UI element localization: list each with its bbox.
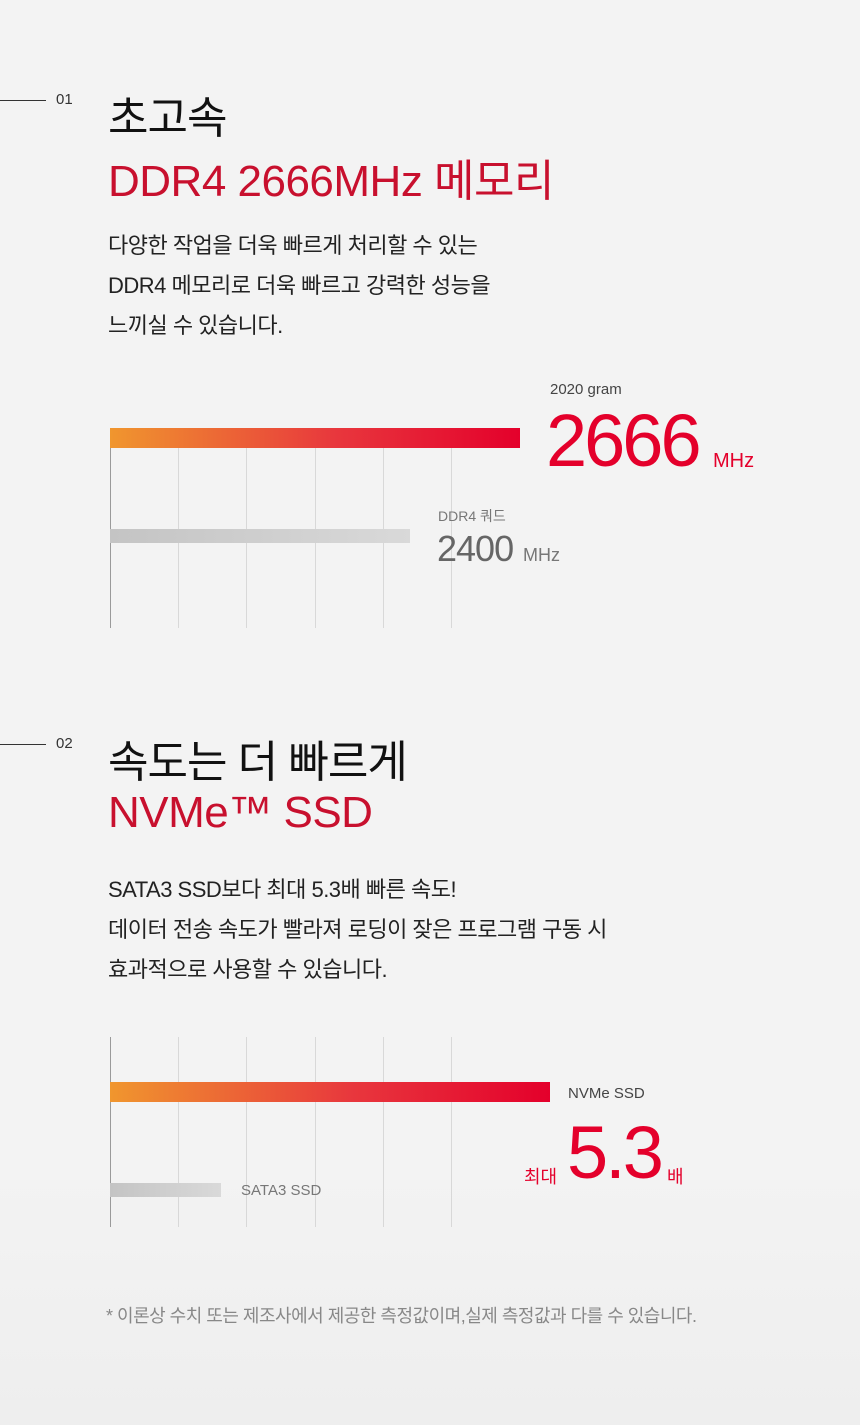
section-number: 02	[56, 735, 73, 752]
secondary-label: SATA3 SSD	[241, 1182, 322, 1199]
section-subtitle: DDR4 2666MHz 메모리	[108, 157, 555, 206]
description-line: 느끼실 수 있습니다.	[108, 313, 283, 338]
bar-ddr4-quad-2400	[110, 529, 410, 543]
chart-axis	[110, 428, 111, 628]
secondary-value: 2400	[437, 528, 514, 569]
description-line: SATA3 SSD보다 최대 5.3배 빠른 속도!	[108, 877, 457, 902]
background-fade	[0, 1175, 860, 1425]
section-subtitle: NVMe™ SSD	[108, 788, 373, 837]
bar-gram-2666	[110, 428, 520, 448]
bar-nvme-ssd	[110, 1082, 550, 1102]
section-number: 01	[56, 91, 73, 108]
chart-axis	[110, 1037, 111, 1227]
section-description: SATA3 SSD보다 최대 5.3배 빠른 속도! 데이터 전송 속도가 빨라…	[108, 870, 607, 990]
prefix-label: 최대	[524, 1167, 558, 1187]
gridline	[246, 428, 247, 628]
section-divider-line	[0, 744, 46, 745]
gridline	[178, 428, 179, 628]
bar-sata3-ssd	[110, 1183, 221, 1197]
gridline	[178, 1037, 179, 1227]
section-title: 속도는 더 빠르게	[108, 738, 408, 787]
primary-unit: MHz	[713, 450, 755, 472]
secondary-label: DDR4 쿼드	[438, 508, 506, 524]
footnote: * 이론상 수치 또는 제조사에서 제공한 측정값이며,실제 측정값과 다를 수…	[106, 1306, 697, 1326]
gridline	[315, 1037, 316, 1227]
secondary-unit: MHz	[523, 545, 560, 565]
description-line: DDR4 메모리로 더욱 빠르고 강력한 성능을	[108, 273, 491, 298]
gridline	[246, 1037, 247, 1227]
gridline	[315, 428, 316, 628]
primary-label: NVMe SSD	[568, 1085, 645, 1102]
primary-label: 2020 gram	[550, 381, 622, 398]
primary-value: 5.3	[567, 1111, 664, 1194]
primary-value: 2666	[546, 399, 702, 482]
description-line: 다양한 작업을 더욱 빠르게 처리할 수 있는	[108, 233, 478, 258]
gridline	[383, 428, 384, 628]
section-title: 초고속	[108, 94, 227, 143]
gridline	[451, 1037, 452, 1227]
description-line: 데이터 전송 속도가 빨라져 로딩이 잦은 프로그램 구동 시	[108, 917, 607, 942]
section-divider-line	[0, 100, 46, 101]
section-description: 다양한 작업을 더욱 빠르게 처리할 수 있는 DDR4 메모리로 더욱 빠르고…	[108, 226, 491, 346]
gridline	[451, 428, 452, 628]
gridline	[383, 1037, 384, 1227]
description-line: 효과적으로 사용할 수 있습니다.	[108, 957, 388, 982]
primary-unit: 배	[667, 1167, 684, 1187]
